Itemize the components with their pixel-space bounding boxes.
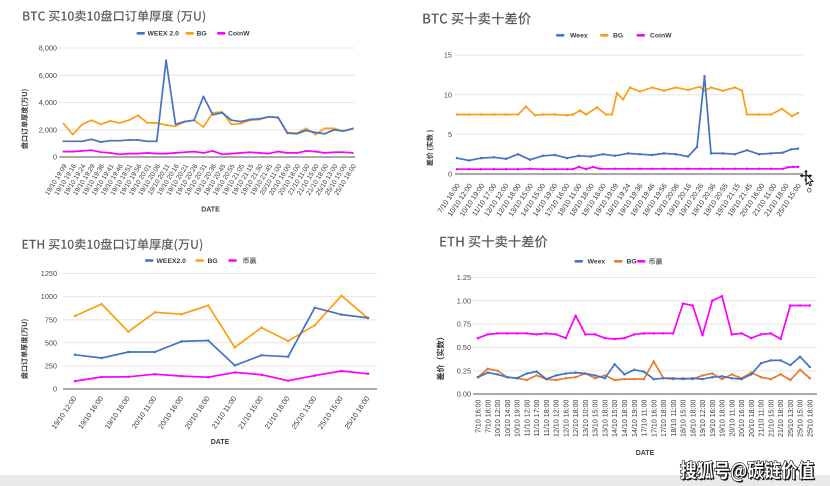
svg-text:0: 0 bbox=[448, 170, 452, 179]
svg-text:1250: 1250 bbox=[41, 269, 57, 278]
svg-text:12/10 18:00: 12/10 18:00 bbox=[572, 399, 580, 437]
svg-text:0.25: 0.25 bbox=[457, 366, 471, 375]
svg-text:20/10 16:00: 20/10 16:00 bbox=[738, 399, 746, 437]
svg-text:1.00: 1.00 bbox=[457, 296, 471, 305]
svg-text:750: 750 bbox=[45, 315, 57, 324]
svg-text:1000: 1000 bbox=[41, 292, 57, 301]
svg-text:13/10 15:00: 13/10 15:00 bbox=[592, 399, 600, 437]
svg-text:12/10 12:00: 12/10 12:00 bbox=[553, 399, 561, 437]
svg-text:10/10 14:00: 10/10 14:00 bbox=[504, 399, 512, 437]
svg-text:5: 5 bbox=[448, 130, 452, 139]
svg-text:BG: BG bbox=[197, 31, 207, 38]
svg-text:19/10 16:00: 19/10 16:00 bbox=[709, 399, 717, 437]
svg-text:18/10 18:00: 18/10 18:00 bbox=[689, 399, 697, 437]
svg-text:10: 10 bbox=[444, 90, 452, 99]
svg-text:13/10 18:00: 13/10 18:00 bbox=[602, 399, 610, 437]
svg-text:0: 0 bbox=[53, 385, 57, 394]
svg-text:10/10 12:00: 10/10 12:00 bbox=[494, 399, 502, 437]
svg-text:10/10 19:00: 10/10 19:00 bbox=[514, 399, 522, 437]
svg-text:14/10 19:00: 14/10 19:00 bbox=[631, 399, 639, 437]
svg-text:Weex: Weex bbox=[588, 259, 606, 266]
svg-text:7/10 16:00: 7/10 16:00 bbox=[475, 399, 483, 433]
svg-text:15: 15 bbox=[444, 51, 452, 60]
svg-text:8,000: 8,000 bbox=[39, 44, 57, 53]
svg-text:DATE: DATE bbox=[201, 207, 220, 214]
svg-text:Weex: Weex bbox=[570, 33, 588, 40]
svg-text:14/10 15:00: 14/10 15:00 bbox=[611, 399, 619, 437]
svg-text:1.25: 1.25 bbox=[457, 273, 471, 282]
svg-text:0.50: 0.50 bbox=[457, 343, 471, 352]
svg-text:21/10 15:00: 21/10 15:00 bbox=[767, 399, 775, 437]
svg-text:4,000: 4,000 bbox=[39, 98, 57, 107]
svg-text:0: 0 bbox=[53, 153, 57, 162]
svg-text:BG: BG bbox=[613, 33, 623, 40]
svg-text:CoinW: CoinW bbox=[228, 31, 250, 38]
svg-text:11/10 17:00: 11/10 17:00 bbox=[533, 399, 541, 436]
svg-text:17/10 16:00: 17/10 16:00 bbox=[650, 399, 658, 437]
svg-text:BG: BG bbox=[208, 258, 218, 265]
svg-text:DATE: DATE bbox=[636, 450, 655, 457]
svg-text:11/10 18:00: 11/10 18:00 bbox=[543, 399, 551, 436]
svg-text:6,000: 6,000 bbox=[39, 71, 57, 80]
svg-text:11/10 12:00: 11/10 12:00 bbox=[523, 399, 531, 436]
svg-text:21/10 11:00: 21/10 11:00 bbox=[758, 399, 766, 436]
svg-text:20/10 11:00: 20/10 11:00 bbox=[728, 399, 736, 436]
svg-text:20/10 18:00: 20/10 18:00 bbox=[748, 399, 756, 437]
svg-text:18/10 15:00: 18/10 15:00 bbox=[680, 399, 688, 437]
svg-text:17/10 11:00: 17/10 11:00 bbox=[641, 399, 649, 436]
svg-text:WEEX 2.0: WEEX 2.0 bbox=[148, 31, 180, 38]
svg-text:14/10 18:00: 14/10 18:00 bbox=[621, 399, 629, 437]
svg-text:500: 500 bbox=[45, 338, 57, 347]
svg-text:WEEX2.0: WEEX2.0 bbox=[157, 258, 187, 265]
svg-text:25/10 18:00: 25/10 18:00 bbox=[806, 399, 814, 437]
svg-text:0.00: 0.00 bbox=[457, 390, 471, 399]
svg-text:7/10 18:00: 7/10 18:00 bbox=[484, 399, 492, 433]
svg-text:25/10 13:00: 25/10 13:00 bbox=[787, 399, 795, 437]
svg-text:2,000: 2,000 bbox=[39, 125, 57, 134]
svg-text:CoinW: CoinW bbox=[650, 33, 672, 40]
svg-text:250: 250 bbox=[45, 362, 57, 371]
svg-text:BG: BG bbox=[627, 259, 637, 266]
svg-text:21/10 18:00: 21/10 18:00 bbox=[777, 399, 785, 437]
svg-text:0.75: 0.75 bbox=[457, 320, 471, 329]
svg-text:19/10 18:00: 19/10 18:00 bbox=[719, 399, 727, 437]
svg-text:19/10 12:00: 19/10 12:00 bbox=[699, 399, 707, 437]
svg-text:18/10 11:00: 18/10 11:00 bbox=[670, 399, 678, 436]
svg-text:17/10 18:00: 17/10 18:00 bbox=[660, 399, 668, 437]
svg-text:13/10 10:00: 13/10 10:00 bbox=[582, 399, 590, 437]
svg-text:12/10 16:00: 12/10 16:00 bbox=[562, 399, 570, 437]
svg-text:25/10 15:00: 25/10 15:00 bbox=[797, 399, 805, 437]
svg-text:DATE: DATE bbox=[211, 439, 230, 446]
